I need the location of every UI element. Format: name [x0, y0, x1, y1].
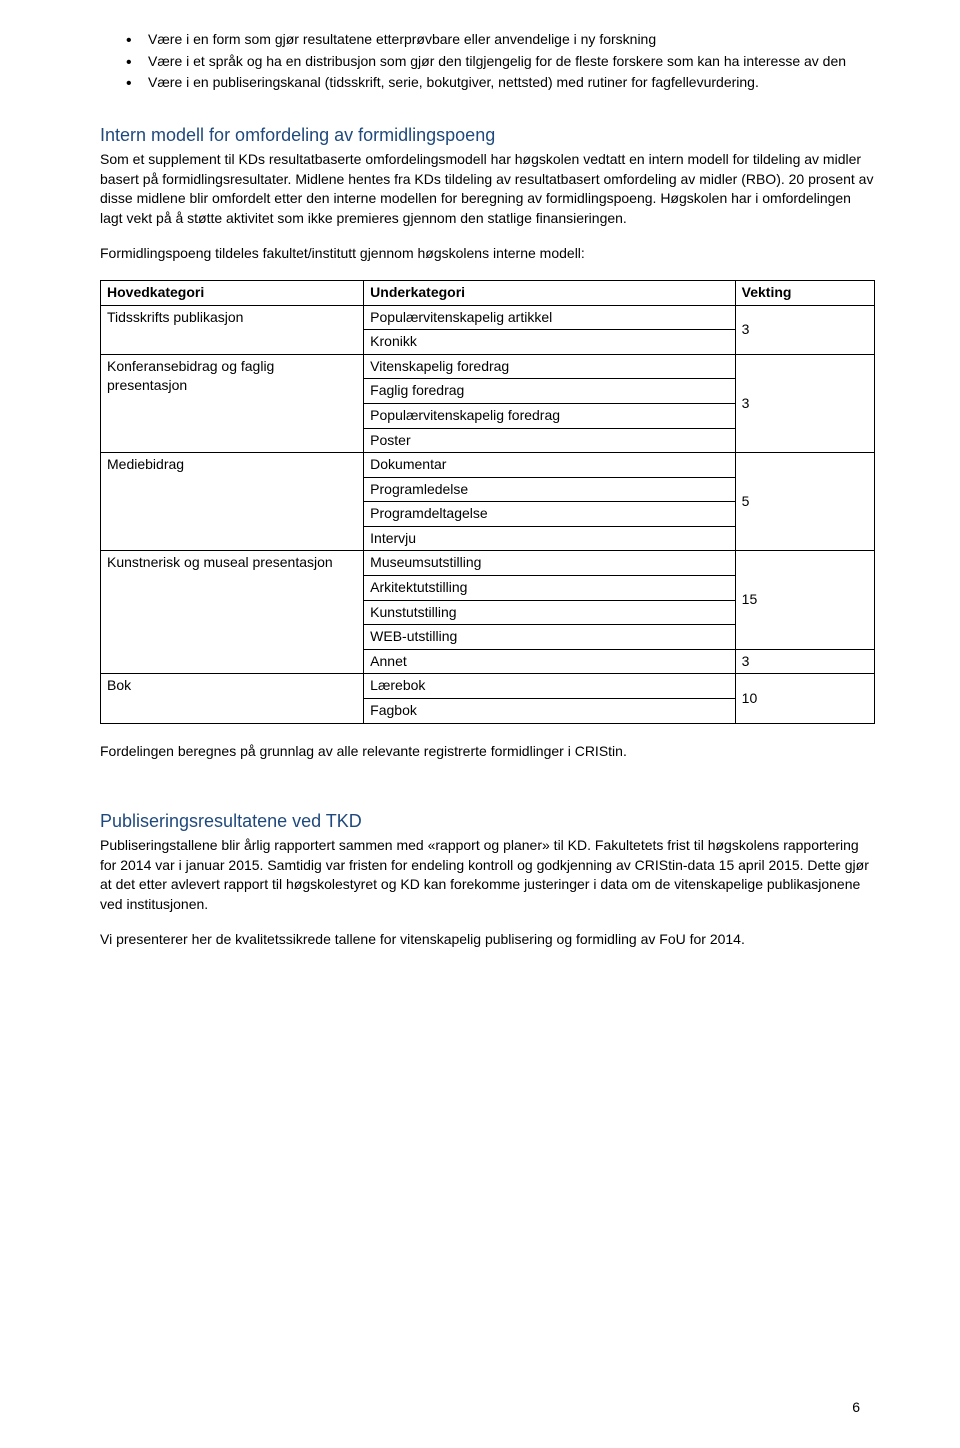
table-header: Hovedkategori — [101, 280, 364, 305]
body-paragraph: Formidlingspoeng tildeles fakultet/insti… — [100, 244, 875, 264]
table-cell-category: Kunstnerisk og museal presentasjon — [101, 551, 364, 674]
table-cell-sub: WEB-utstilling — [364, 625, 736, 650]
table-cell-weight: 10 — [735, 674, 874, 723]
table-header-row: Hovedkategori Underkategori Vekting — [101, 280, 875, 305]
list-item: Være i et språk og ha en distribusjon so… — [126, 52, 875, 72]
table-header: Vekting — [735, 280, 874, 305]
table-cell-weight: 15 — [735, 551, 874, 649]
table-cell-sub: Programdeltagelse — [364, 502, 736, 527]
table-cell-sub: Vitenskapelig foredrag — [364, 354, 736, 379]
table-cell-sub: Programledelse — [364, 477, 736, 502]
table-cell-sub: Arkitektutstilling — [364, 576, 736, 601]
table-row: Tidsskrifts publikasjon Populærvitenskap… — [101, 305, 875, 330]
table-cell-sub: Populærvitenskapelig foredrag — [364, 403, 736, 428]
table-cell-weight: 3 — [735, 305, 874, 354]
table-cell-sub: Kronikk — [364, 330, 736, 355]
list-item: Være i en form som gjør resultatene ette… — [126, 30, 875, 50]
page-number: 6 — [852, 1398, 860, 1418]
table-cell-sub: Lærebok — [364, 674, 736, 699]
table-cell-sub: Faglig foredrag — [364, 379, 736, 404]
intro-bullet-list: Være i en form som gjør resultatene ette… — [100, 30, 875, 93]
table-cell-category: Tidsskrifts publikasjon — [101, 305, 364, 354]
body-paragraph: Publiseringstallene blir årlig rapporter… — [100, 836, 875, 914]
table-row: Bok Lærebok 10 — [101, 674, 875, 699]
body-paragraph: Vi presenterer her de kvalitetssikrede t… — [100, 930, 875, 950]
table-cell-category: Mediebidrag — [101, 453, 364, 551]
table-cell-sub: Intervju — [364, 526, 736, 551]
list-item: Være i en publiseringskanal (tidsskrift,… — [126, 73, 875, 93]
table-cell-sub: Poster — [364, 428, 736, 453]
body-paragraph: Fordelingen beregnes på grunnlag av alle… — [100, 742, 875, 762]
table-cell-weight: 3 — [735, 649, 874, 674]
section-heading-intern-modell: Intern modell for omfordeling av formidl… — [100, 123, 875, 148]
table-cell-category: Bok — [101, 674, 364, 723]
table-cell-category: Konferansebidrag og faglig presentasjon — [101, 354, 364, 452]
weighting-table: Hovedkategori Underkategori Vekting Tids… — [100, 280, 875, 724]
table-cell-sub: Populærvitenskapelig artikkel — [364, 305, 736, 330]
body-paragraph: Som et supplement til KDs resultatbasert… — [100, 150, 875, 228]
table-header: Underkategori — [364, 280, 736, 305]
table-row: Kunstnerisk og museal presentasjon Museu… — [101, 551, 875, 576]
table-cell-weight: 5 — [735, 453, 874, 551]
section-heading-publisering: Publiseringsresultatene ved TKD — [100, 809, 875, 834]
table-cell-sub: Dokumentar — [364, 453, 736, 478]
table-cell-sub: Museumsutstilling — [364, 551, 736, 576]
table-cell-sub: Fagbok — [364, 699, 736, 724]
table-cell-sub: Kunstutstilling — [364, 600, 736, 625]
table-cell-weight: 3 — [735, 354, 874, 452]
table-cell-sub: Annet — [364, 649, 736, 674]
table-row: Mediebidrag Dokumentar 5 — [101, 453, 875, 478]
table-row: Konferansebidrag og faglig presentasjon … — [101, 354, 875, 379]
